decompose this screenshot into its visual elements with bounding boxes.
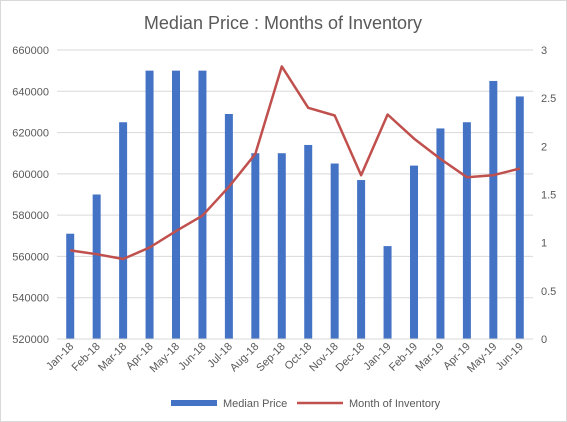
left-tick-label: 620000 xyxy=(12,128,49,140)
bar-median-price xyxy=(383,246,392,339)
right-tick-label: 0.5 xyxy=(541,286,556,298)
bar-median-price xyxy=(172,70,180,340)
x-tick-label: May-18 xyxy=(148,341,182,375)
line-month-of-inventory xyxy=(70,65,521,261)
x-tick-label: Mar-18 xyxy=(96,341,129,374)
bar-median-price xyxy=(357,180,366,339)
x-tick-label: Feb-19 xyxy=(387,341,420,374)
bar-median-price xyxy=(304,144,313,339)
right-axis-ticks: 0 0.5 1 1.5 2 2.5 3 xyxy=(541,45,556,346)
legend-label-median-price: Median Price xyxy=(223,398,287,410)
right-tick-label: 0 xyxy=(541,334,547,346)
bar-median-price xyxy=(330,163,339,339)
left-tick-label: 520000 xyxy=(12,334,49,346)
left-tick-label: 540000 xyxy=(12,293,49,305)
bar-median-price xyxy=(251,153,260,339)
left-axis-ticks: 520000 540000 560000 580000 600000 620000 6400… xyxy=(12,45,49,346)
right-tick-label: 1 xyxy=(541,238,547,250)
bar-median-price xyxy=(224,113,233,339)
x-tick-label: May-19 xyxy=(465,341,499,375)
bar-median-price xyxy=(277,153,286,339)
x-tick-label: Jun-18 xyxy=(176,341,208,373)
legend: Median Price Month of Inventory xyxy=(171,398,441,410)
right-tick-label: 1.5 xyxy=(541,190,556,202)
bar-median-price xyxy=(119,122,128,339)
bar-median-price xyxy=(515,96,524,339)
left-tick-label: 560000 xyxy=(12,251,49,263)
legend-label-inventory: Month of Inventory xyxy=(349,398,441,410)
left-tick-label: 660000 xyxy=(12,45,49,57)
x-tick-label: Dec-18 xyxy=(334,341,368,375)
bar-median-price xyxy=(436,128,445,339)
bar-median-price xyxy=(145,70,154,340)
bar-median-price xyxy=(489,80,498,339)
median-price-bars xyxy=(66,70,524,340)
gridlines xyxy=(57,49,533,340)
bar-median-price xyxy=(410,165,418,339)
chart-title: Median Price : Months of Inventory xyxy=(144,13,422,33)
x-tick-label: Jun-19 xyxy=(494,341,526,373)
left-tick-label: 640000 xyxy=(12,86,49,98)
left-tick-label: 600000 xyxy=(12,169,49,181)
right-tick-label: 2.5 xyxy=(541,93,556,105)
bar-median-price xyxy=(92,194,101,339)
legend-swatch-median-price xyxy=(171,400,217,406)
left-tick-label: 580000 xyxy=(12,210,49,222)
bar-median-price xyxy=(198,70,207,340)
right-tick-label: 3 xyxy=(541,45,547,57)
bar-median-price xyxy=(66,233,75,339)
right-tick-label: 2 xyxy=(541,141,547,153)
x-tick-label: Sep-18 xyxy=(254,341,288,375)
x-axis-ticks: Jan-18Feb-18Mar-18Apr-18May-18Jun-18Jul-… xyxy=(44,341,526,375)
x-tick-label: Feb-18 xyxy=(70,341,103,374)
bar-median-price xyxy=(462,122,471,339)
x-tick-label: Mar-19 xyxy=(413,341,446,374)
inventory-line xyxy=(70,65,521,261)
